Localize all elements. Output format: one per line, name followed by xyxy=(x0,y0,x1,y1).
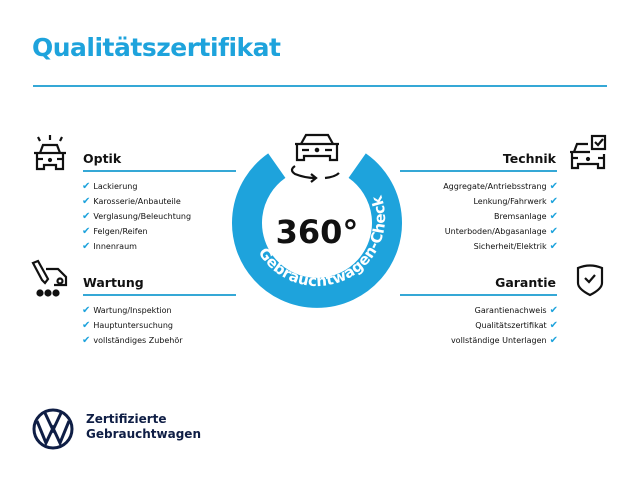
section-divider xyxy=(83,294,236,296)
optik-list: ✔ Lackierung ✔ Karosserie/Anbauteile ✔ Verg… xyxy=(82,179,191,254)
list-item: Bremsanlage ✔ xyxy=(494,211,558,222)
list-item: Lenkung/Fahrwerk ✔ xyxy=(473,196,558,207)
360-check-badge: 360° Gebrauchtwagen-Check xyxy=(217,118,417,318)
list-item: Sicherheit/Elektrik ✔ xyxy=(473,241,558,252)
technik-list: Aggregate/Antriebsstrang ✔ Lenkung/Fahrwe… xyxy=(443,179,558,254)
section-title-garantie: Garantie xyxy=(495,275,556,290)
check-icon: ✔ xyxy=(82,241,91,252)
brand-text: Zertifizierte Gebrauchtwagen xyxy=(86,412,201,442)
brand-line-2: Gebrauchtwagen xyxy=(86,427,201,441)
check-icon: ✔ xyxy=(82,181,91,192)
check-icon: ✔ xyxy=(549,181,558,192)
check-icon: ✔ xyxy=(549,211,558,222)
wartung-list: ✔ Wartung/Inspektion ✔ Hauptuntersuchung ✔… xyxy=(82,303,183,348)
list-item: ✔ Karosserie/Anbauteile xyxy=(82,196,181,207)
check-icon: ✔ xyxy=(549,335,558,346)
brand-line-1: Zertifizierte xyxy=(86,412,167,426)
list-item: Unterboden/Abgasanlage ✔ xyxy=(444,226,558,237)
check-icon: ✔ xyxy=(82,320,91,331)
list-item: ✔ Lackierung xyxy=(82,181,138,192)
list-item: ✔ Verglasung/Beleuchtung xyxy=(82,211,192,222)
section-divider xyxy=(400,294,557,296)
section-title-optik: Optik xyxy=(83,151,122,166)
car-rotate-icon xyxy=(290,133,340,183)
list-item: Aggregate/Antriebsstrang ✔ xyxy=(443,181,558,192)
garantie-list: Garantienachweis ✔ Qualitätszertifikat ✔ v… xyxy=(451,303,558,348)
check-icon: ✔ xyxy=(82,305,91,316)
list-item: ✔ Wartung/Inspektion xyxy=(82,305,172,316)
section-title-technik: Technik xyxy=(502,151,556,166)
section-title-wartung: Wartung xyxy=(83,275,144,290)
check-icon: ✔ xyxy=(82,226,91,237)
list-item: Qualitätszertifikat ✔ xyxy=(475,320,558,331)
badge-ring xyxy=(232,153,402,308)
car-checklist-icon xyxy=(568,134,610,174)
list-item: ✔ Felgen/Reifen xyxy=(82,226,148,237)
list-item: ✔ Hauptuntersuchung xyxy=(82,320,174,331)
section-divider xyxy=(400,170,557,172)
title-divider xyxy=(33,85,607,87)
check-icon: ✔ xyxy=(549,241,558,252)
car-lights-icon xyxy=(30,133,70,175)
list-item: ✔ vollständiges Zubehör xyxy=(82,335,183,346)
badge-value: 360° xyxy=(276,213,359,251)
check-icon: ✔ xyxy=(549,320,558,331)
list-item: ✔ Innenraum xyxy=(82,241,137,252)
car-service-icon xyxy=(30,259,72,299)
check-icon: ✔ xyxy=(82,335,91,346)
list-item: Garantienachweis ✔ xyxy=(474,305,558,316)
check-icon: ✔ xyxy=(82,211,91,222)
check-icon: ✔ xyxy=(549,196,558,207)
section-divider xyxy=(83,170,236,172)
list-item: vollständige Unterlagen ✔ xyxy=(450,335,558,346)
page-title: Qualitätszertifikat xyxy=(32,33,281,62)
shield-check-icon xyxy=(576,263,604,297)
vw-logo xyxy=(32,408,74,450)
check-icon: ✔ xyxy=(549,226,558,237)
check-icon: ✔ xyxy=(82,196,91,207)
check-icon: ✔ xyxy=(549,305,558,316)
